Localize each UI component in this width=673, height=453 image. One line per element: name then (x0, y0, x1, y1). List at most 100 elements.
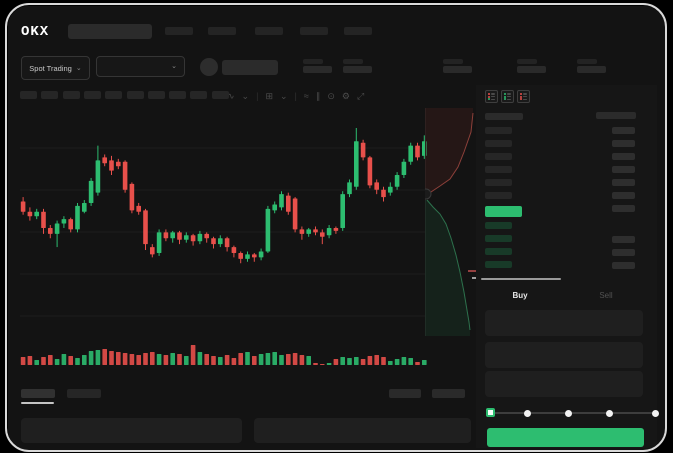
ob-header-price-placeholder (485, 113, 523, 120)
interval-button-placeholder[interactable] (211, 91, 229, 99)
bottom-tab-active-placeholder[interactable] (21, 389, 55, 398)
candle-style-icon[interactable]: ∿ (227, 91, 235, 101)
ask-price-placeholder[interactable] (485, 179, 512, 186)
market-type-selector[interactable]: Spot Trading ⌄ (21, 56, 90, 80)
stat-label-placeholder (577, 59, 597, 64)
overlay-chevron-icon[interactable]: ⌄ (279, 91, 288, 101)
book-both-sides-icon[interactable] (485, 90, 498, 103)
chevron-down-icon: ⌄ (75, 64, 82, 72)
ob-amount-placeholder (612, 249, 635, 256)
ob-header-amount-placeholder (596, 112, 636, 119)
last-price-badge (485, 206, 522, 217)
fullscreen-icon[interactable]: ⤢ (356, 91, 365, 101)
interval-button-placeholder[interactable] (41, 91, 59, 99)
stat-value-placeholder (303, 66, 332, 73)
interval-button-placeholder[interactable] (147, 91, 165, 99)
history-table-placeholder (254, 418, 471, 443)
depth-collapse-handle (420, 188, 432, 200)
stat-label-placeholder (443, 59, 463, 64)
book-icon-row (488, 98, 495, 101)
book-icon-row (520, 92, 527, 95)
buy-submit-button[interactable] (487, 428, 644, 447)
total-input[interactable] (485, 371, 643, 397)
snapshot-icon[interactable]: ⊙ (327, 91, 335, 101)
interval-button-placeholder[interactable] (105, 91, 123, 99)
book-icon-row (504, 92, 511, 95)
candle-style-chevron-icon[interactable]: ⌄ (241, 91, 250, 101)
book-icon-row (488, 92, 495, 95)
depth-panel[interactable] (420, 108, 481, 336)
okx-logo[interactable]: OKX (21, 24, 50, 40)
orders-table-placeholder (21, 418, 242, 443)
chart-tools: ∿ ⌄ | ⊞ ⌄ | ≈ ∥ ⊙ ⚙ ⤢ (227, 90, 364, 103)
bid-price-placeholder[interactable] (485, 248, 512, 255)
trading-app-window: OKX Spot Trading ⌄ ⌄ ∿ ⌄ | ⊞ ⌄ | ≈ ∥ ⊙ ⚙ ⤢ (8, 6, 665, 450)
amount-input[interactable] (485, 342, 643, 368)
ob-amount-placeholder (612, 140, 635, 147)
ask-price-placeholder[interactable] (485, 192, 512, 199)
depth-canvas (420, 108, 481, 336)
bid-price-placeholder[interactable] (485, 261, 512, 268)
book-asks-only-icon[interactable] (517, 90, 530, 103)
tab-sell[interactable]: Sell (599, 290, 613, 300)
ob-amount-placeholder (612, 236, 635, 243)
compare-icon[interactable]: ∥ (315, 91, 321, 101)
indicators-icon[interactable]: ≈ (303, 91, 309, 101)
chart-settings-icon[interactable]: ⚙ (341, 91, 350, 101)
price-chart[interactable] (20, 110, 430, 372)
tab-buy[interactable]: Buy (512, 290, 528, 300)
bottom-right-placeholder[interactable] (389, 389, 421, 398)
nav-item-placeholder[interactable] (255, 27, 283, 35)
interval-button-placeholder[interactable] (169, 91, 187, 99)
pair-name-placeholder (222, 60, 278, 75)
ob-amount-placeholder (612, 179, 635, 186)
interval-button-placeholder[interactable] (83, 91, 101, 99)
chevron-down-icon: ⌄ (171, 63, 177, 70)
interval-button-placeholder[interactable] (20, 91, 37, 99)
book-icon-row (488, 95, 495, 98)
interval-button-placeholder[interactable] (62, 91, 80, 99)
stat-label-placeholder (517, 59, 537, 64)
bid-price-placeholder[interactable] (485, 222, 512, 229)
slider-stop-dot[interactable] (564, 409, 572, 417)
slider-stop-dot[interactable] (605, 409, 613, 417)
slider-handle[interactable] (486, 408, 495, 417)
nav-item-placeholder[interactable] (344, 27, 372, 35)
book-icon-row (520, 98, 527, 101)
nav-item-placeholder[interactable] (208, 27, 236, 35)
interval-button-placeholder[interactable] (190, 91, 208, 99)
slider-stop-dot[interactable] (523, 409, 531, 417)
stat-label-placeholder (343, 59, 363, 64)
slider-stop-dot[interactable] (651, 409, 659, 417)
stat-value-placeholder (517, 66, 546, 73)
ask-price-placeholder[interactable] (485, 166, 512, 173)
active-tab-underline (21, 402, 54, 404)
bid-price-placeholder[interactable] (485, 235, 512, 242)
toolbar-divider: | (294, 91, 297, 101)
ob-amount-placeholder (612, 153, 635, 160)
ask-price-placeholder[interactable] (485, 153, 512, 160)
ask-price-placeholder[interactable] (485, 140, 512, 147)
stat-value-placeholder (343, 66, 372, 73)
coin-avatar (200, 58, 218, 76)
pair-selector[interactable]: ⌄ (96, 56, 185, 77)
overlay-icon[interactable]: ⊞ (265, 91, 273, 101)
stat-value-placeholder (443, 66, 472, 73)
book-icon-row (504, 98, 511, 101)
slider-track (491, 412, 655, 414)
ask-price-placeholder[interactable] (485, 127, 512, 134)
interval-button-placeholder[interactable] (126, 91, 144, 99)
market-type-label: Spot Trading (29, 63, 72, 73)
price-input[interactable] (485, 310, 643, 336)
bottom-right-placeholder[interactable] (432, 389, 465, 398)
book-bids-only-icon[interactable] (501, 90, 514, 103)
toolbar-divider: | (256, 91, 259, 101)
nav-item-placeholder[interactable] (165, 27, 193, 35)
bottom-tab-placeholder[interactable] (67, 389, 101, 398)
search-placeholder[interactable] (68, 24, 152, 39)
ob-amount-placeholder (612, 127, 635, 134)
nav-item-placeholder[interactable] (300, 27, 328, 35)
order-book-scroll-thumb[interactable] (481, 278, 561, 280)
stat-value-placeholder (577, 66, 606, 73)
